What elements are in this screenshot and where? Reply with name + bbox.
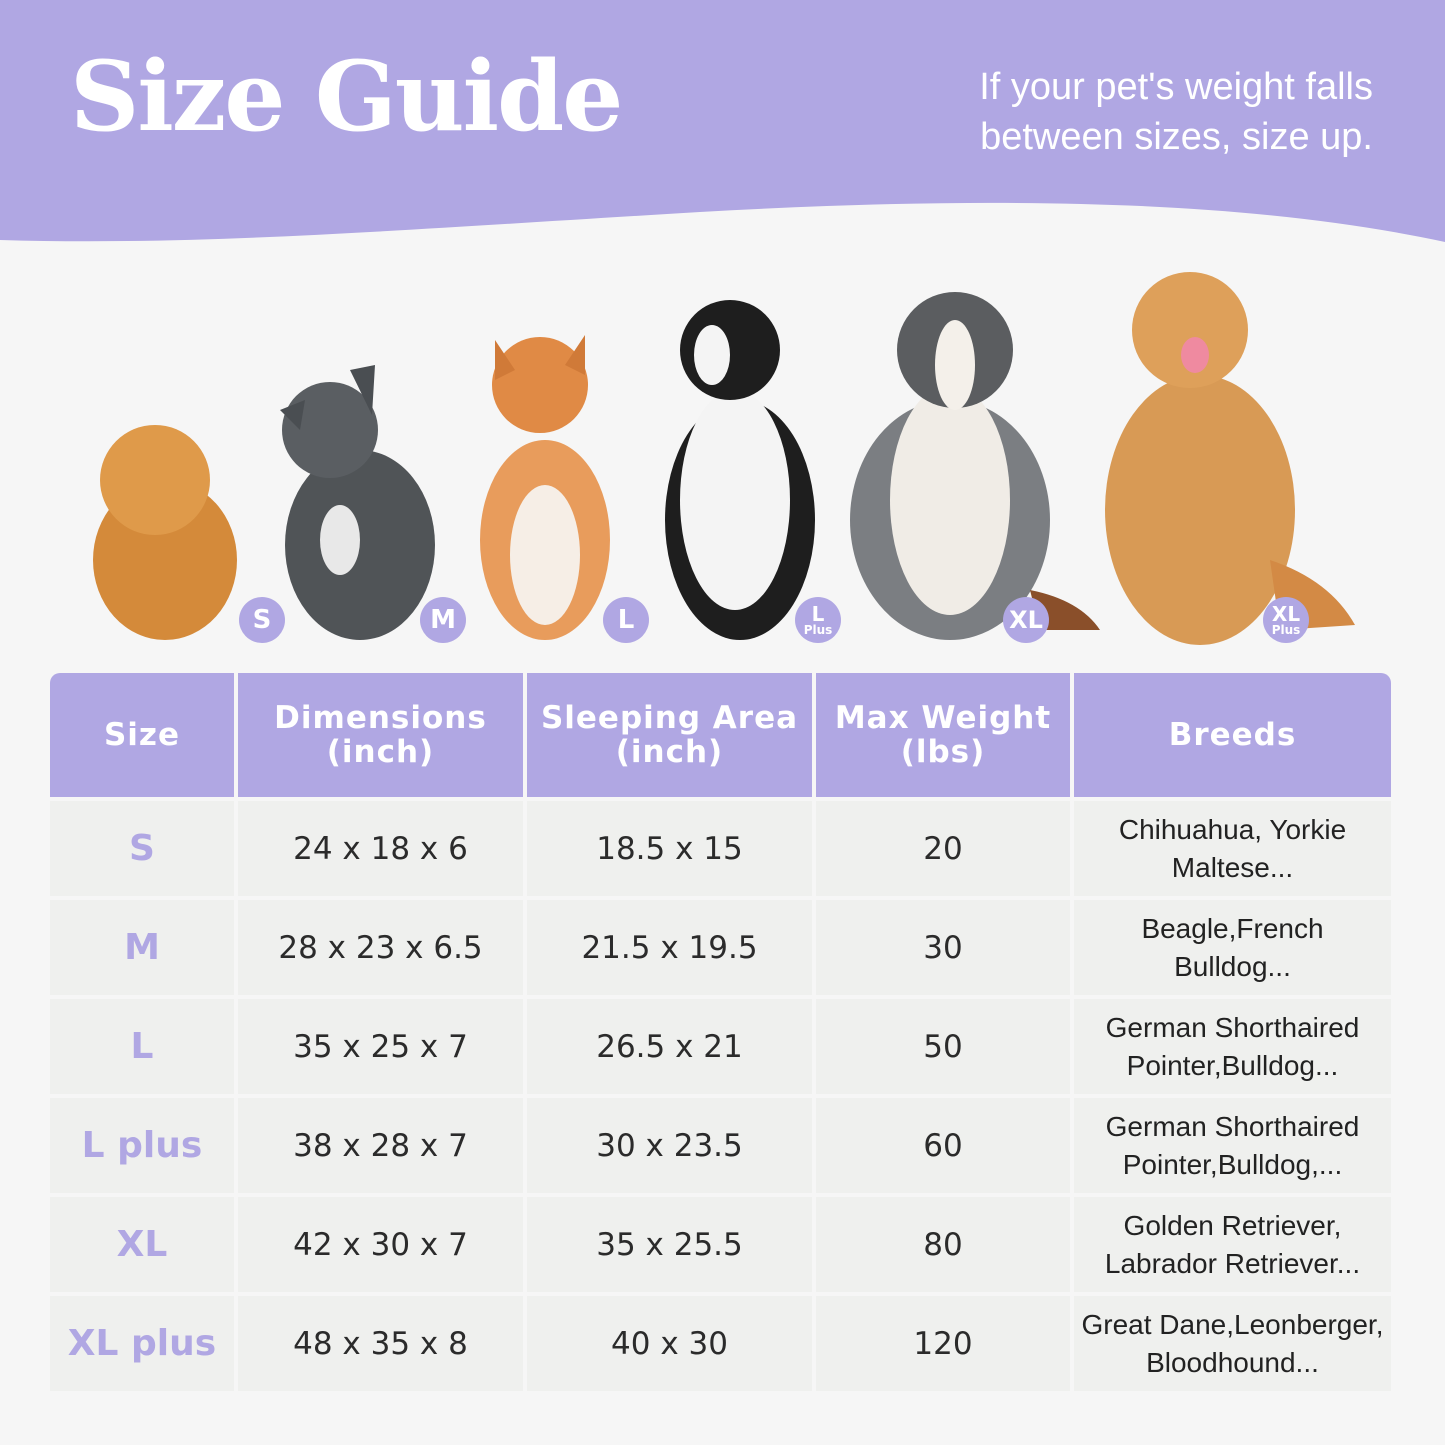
cell-dimensions: 48 x 35 x 8: [238, 1296, 523, 1391]
tip-line: If your pet's weight falls: [979, 66, 1373, 108]
breeds-line: Pointer,Bulldog,...: [1122, 1148, 1343, 1180]
shiba-inu-image: [480, 335, 610, 640]
badge-label: L: [811, 602, 825, 626]
cell-size: M: [50, 900, 234, 995]
breeds-line: Labrador Retriever...: [1104, 1247, 1361, 1279]
column-header-size: Size: [50, 673, 234, 797]
cell-breeds: Beagle,French Bulldog...: [1074, 900, 1391, 995]
badge-label: L: [617, 605, 635, 635]
size-tip: If your pet's weight falls between sizes…: [979, 62, 1373, 162]
column-header-max-weight: Max Weight (lbs): [816, 673, 1070, 797]
cell-size: L plus: [50, 1098, 234, 1193]
cell-size: L: [50, 999, 234, 1094]
breeds-line: German Shorthaired: [1105, 1110, 1360, 1142]
cell-weight: 30: [816, 900, 1070, 995]
badge-label: M: [430, 605, 456, 635]
tip-line: between sizes, size up.: [980, 116, 1373, 158]
size-badge-s: S: [239, 597, 285, 643]
badge-sub: Plus: [803, 623, 833, 637]
cell-breeds: German Shorthaired Pointer,Bulldog,...: [1074, 1098, 1391, 1193]
cell-dimensions: 42 x 30 x 7: [238, 1197, 523, 1292]
cell-sleeping: 18.5 x 15: [527, 801, 812, 896]
border-collie-image: [665, 300, 815, 640]
french-bulldog-image: [280, 365, 435, 640]
pomeranian-image: [93, 425, 237, 640]
page-title: Size Guide: [70, 40, 623, 153]
breeds-line: German Shorthaired: [1105, 1011, 1360, 1043]
breeds-line: Great Dane,Leonberger,: [1081, 1308, 1384, 1340]
header-text: Sleeping Area: [540, 700, 799, 736]
column-header-breeds: Breeds: [1074, 673, 1391, 797]
breeds-line: Golden Retriever,: [1123, 1209, 1342, 1241]
cell-breeds: Golden Retriever, Labrador Retriever...: [1074, 1197, 1391, 1292]
cell-dimensions: 38 x 28 x 7: [238, 1098, 523, 1193]
breeds-line: Beagle,French: [1141, 912, 1324, 944]
size-badge-m: M: [420, 597, 466, 643]
cell-dimensions: 35 x 25 x 7: [238, 999, 523, 1094]
size-table: Size Dimensions (inch) Sleeping Area (inch) M…: [50, 673, 1393, 1391]
size-badge-xl: XL: [1003, 597, 1049, 643]
cell-breeds: German Shorthaired Pointer,Bulldog...: [1074, 999, 1391, 1094]
size-badge-xl-plus: XL Plus: [1263, 597, 1309, 643]
cell-weight: 20: [816, 801, 1070, 896]
badge-label: XL: [1271, 602, 1301, 626]
cell-dimensions: 28 x 23 x 6.5: [238, 900, 523, 995]
cell-size: S: [50, 801, 234, 896]
size-badge-l: L: [603, 597, 649, 643]
cell-weight: 120: [816, 1296, 1070, 1391]
column-header-dimensions: Dimensions (inch): [238, 673, 523, 797]
size-badge-l-plus: L Plus: [795, 597, 841, 643]
badge-sub: Plus: [1271, 623, 1301, 637]
header-text: Max Weight: [834, 700, 1052, 736]
golden-retriever-image: [1105, 272, 1355, 645]
cell-breeds: Great Dane,Leonberger, Bloodhound...: [1074, 1296, 1391, 1391]
cell-weight: 80: [816, 1197, 1070, 1292]
header-text: (lbs): [900, 734, 986, 770]
header-text: Size: [103, 717, 181, 753]
dog-lineup: [93, 272, 1355, 645]
cell-sleeping: 35 x 25.5: [527, 1197, 812, 1292]
header-text: (inch): [615, 734, 724, 770]
cell-sleeping: 26.5 x 21: [527, 999, 812, 1094]
header-text: (inch): [326, 734, 435, 770]
cell-sleeping: 30 x 23.5: [527, 1098, 812, 1193]
breeds-line: Chihuahua, Yorkie: [1118, 813, 1347, 845]
cell-breeds: Chihuahua, Yorkie Maltese...: [1074, 801, 1391, 896]
header-text: Breeds: [1168, 717, 1297, 753]
badge-label: S: [252, 605, 272, 635]
cell-size: XL plus: [50, 1296, 234, 1391]
header-text: Dimensions: [274, 700, 487, 736]
cell-dimensions: 24 x 18 x 6: [238, 801, 523, 896]
cell-weight: 50: [816, 999, 1070, 1094]
breeds-line: Maltese...: [1171, 851, 1294, 883]
cell-sleeping: 40 x 30: [527, 1296, 812, 1391]
breeds-line: Bloodhound...: [1146, 1346, 1319, 1378]
cell-sleeping: 21.5 x 19.5: [527, 900, 812, 995]
badge-label: XL: [1009, 606, 1043, 634]
cell-weight: 60: [816, 1098, 1070, 1193]
cell-size: XL: [50, 1197, 234, 1292]
header-banner: [0, 0, 1445, 242]
breeds-line: Pointer,Bulldog...: [1126, 1049, 1339, 1081]
column-header-sleeping-area: Sleeping Area (inch): [527, 673, 812, 797]
australian-shepherd-image: [850, 292, 1100, 640]
breeds-line: Bulldog...: [1174, 950, 1291, 982]
